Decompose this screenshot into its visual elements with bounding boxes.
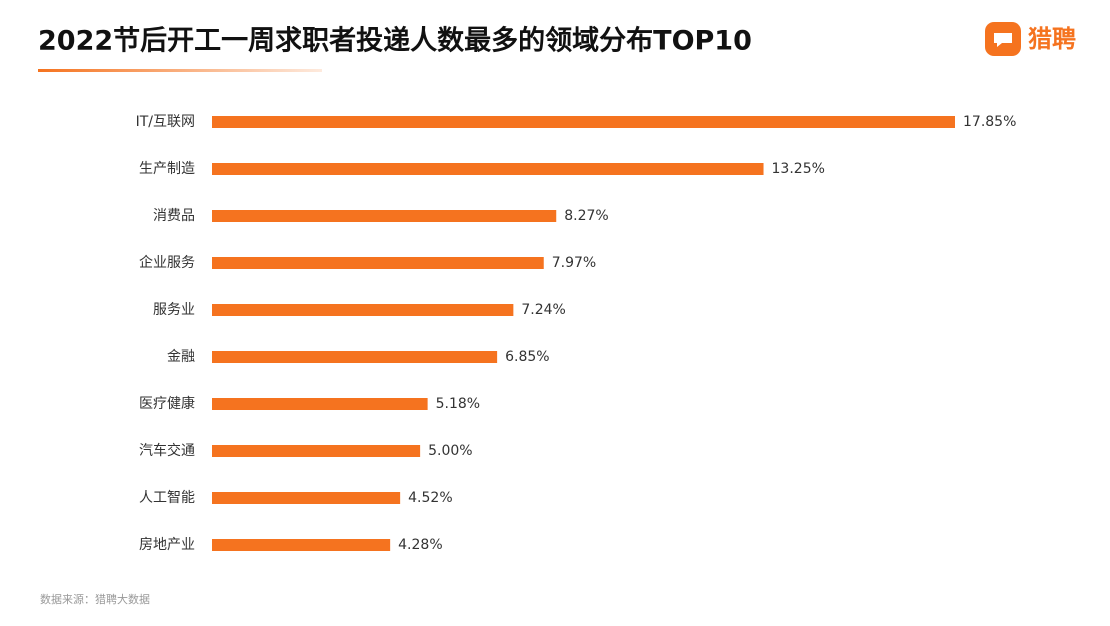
category-label: 服务业 — [153, 302, 195, 318]
category-label: 金融 — [167, 349, 195, 365]
category-label: 生产制造 — [139, 161, 195, 177]
bar — [212, 351, 498, 363]
value-label: 17.85% — [963, 114, 1016, 130]
value-label: 7.97% — [552, 255, 596, 271]
value-label: 13.25% — [772, 161, 825, 177]
bar — [212, 257, 544, 269]
value-label: 5.00% — [428, 443, 472, 459]
bar — [212, 492, 401, 504]
category-label: 房地产业 — [139, 537, 195, 553]
bar — [212, 210, 557, 222]
logo-text: 猎聘 — [1028, 25, 1076, 53]
title-underline — [38, 69, 322, 72]
bar — [212, 304, 514, 316]
bar — [212, 539, 391, 551]
category-label: 人工智能 — [139, 490, 195, 506]
value-label: 6.85% — [505, 349, 549, 365]
logo-bubble — [994, 33, 1012, 47]
bar — [212, 445, 421, 457]
chart-title: 2022节后开工一周求职者投递人数最多的领域分布TOP10 — [38, 25, 752, 57]
category-label: IT/互联网 — [136, 114, 195, 130]
value-label: 7.24% — [521, 302, 565, 318]
category-label: 企业服务 — [139, 254, 195, 271]
value-label: 4.52% — [408, 490, 452, 506]
bar — [212, 398, 428, 410]
value-label: 5.18% — [436, 396, 480, 412]
value-label: 4.28% — [398, 537, 442, 553]
source-note: 数据来源：猎聘大数据 — [40, 592, 150, 606]
value-label: 8.27% — [564, 208, 608, 224]
logo: 猎聘 — [985, 22, 1076, 56]
category-label: 消费品 — [153, 208, 195, 224]
category-label: 医疗健康 — [139, 395, 195, 412]
bar — [212, 116, 955, 128]
category-label: 汽车交通 — [139, 442, 195, 459]
bar — [212, 163, 764, 175]
